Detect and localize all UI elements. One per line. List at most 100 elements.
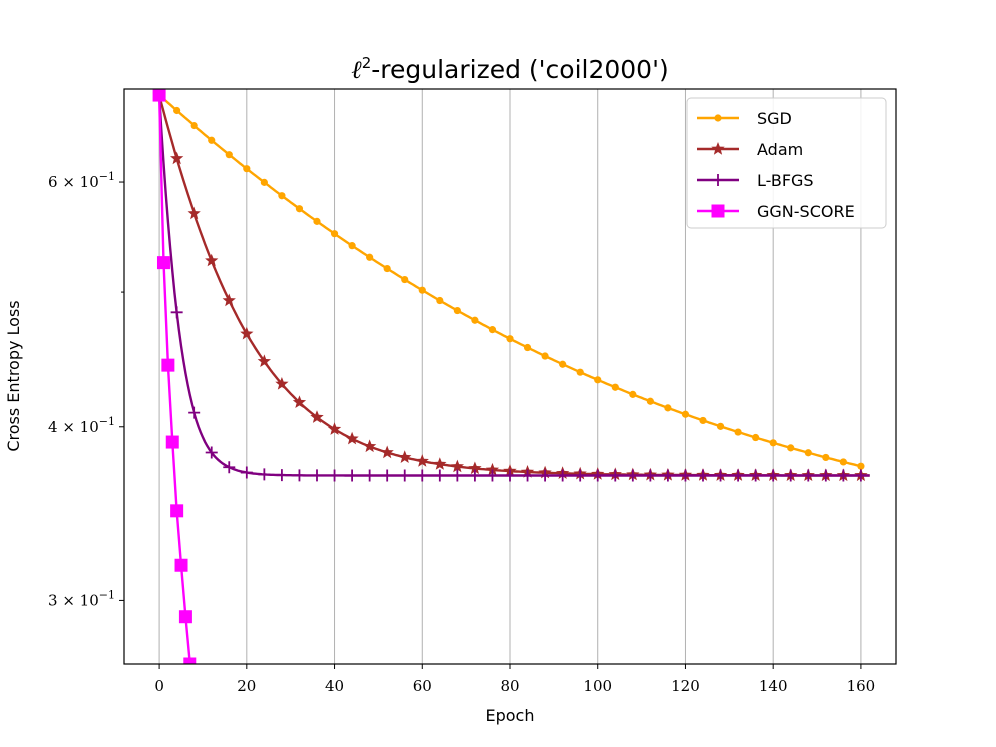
data-point — [383, 264, 391, 273]
data-point — [857, 462, 865, 470]
data-point — [260, 178, 268, 186]
data-point — [802, 469, 815, 482]
data-point — [784, 469, 797, 482]
data-point — [401, 275, 409, 284]
x-tick-label: 60 — [413, 677, 432, 695]
data-point — [451, 469, 464, 482]
legend-label: SGD — [757, 109, 792, 128]
x-tick-label: 80 — [500, 677, 519, 695]
data-point — [293, 469, 306, 482]
data-point — [646, 397, 654, 405]
data-point — [366, 253, 374, 261]
legend-label: GGN-SCORE — [757, 202, 855, 221]
data-point — [174, 558, 188, 572]
data-point — [591, 469, 604, 482]
data-point — [769, 439, 777, 447]
data-point — [243, 165, 251, 173]
data-point — [170, 306, 183, 319]
data-point — [258, 468, 271, 481]
legend-label: L-BFGS — [757, 171, 814, 190]
data-point — [433, 457, 447, 470]
data-point — [223, 461, 236, 474]
data-point — [380, 445, 394, 459]
data-point — [240, 326, 254, 340]
data-point — [418, 286, 426, 294]
data-point — [486, 469, 499, 482]
data-point — [278, 192, 286, 200]
y-tick-label: 4 × 10−1 — [48, 415, 115, 436]
legend-box — [686, 97, 887, 229]
data-point — [556, 469, 569, 482]
data-point — [822, 453, 830, 462]
data-point — [398, 469, 411, 482]
data-point — [363, 439, 377, 453]
data-point — [222, 293, 236, 307]
data-point — [559, 360, 567, 368]
data-point — [170, 151, 184, 165]
data-point — [161, 358, 175, 372]
data-point — [328, 469, 341, 482]
data-point — [313, 217, 321, 225]
data-point — [471, 316, 479, 324]
data-point — [453, 306, 461, 315]
title-ell: ℓ — [351, 55, 362, 84]
data-point — [295, 205, 304, 213]
series-group — [152, 89, 870, 664]
data-point — [541, 352, 549, 360]
data-point — [398, 450, 412, 463]
data-point — [837, 469, 850, 482]
data-point — [697, 469, 709, 482]
data-point — [506, 335, 514, 343]
data-point — [539, 469, 552, 482]
data-point — [275, 377, 289, 390]
data-point — [626, 469, 639, 482]
chart-title: ℓ2-regularized ('coil2000') — [351, 54, 668, 84]
data-point — [310, 410, 324, 423]
legend-item: L-BFGS — [697, 171, 814, 190]
legend-item: Adam — [697, 140, 803, 159]
data-point — [152, 89, 166, 102]
x-axis: 0 20 40 60 80 100 120 140 160 — [154, 664, 875, 695]
x-tick-label: 100 — [583, 677, 612, 695]
data-point — [205, 446, 218, 459]
title-rest: -regularized ('coil2000') — [371, 55, 668, 84]
data-point — [416, 469, 429, 482]
data-point — [330, 230, 339, 238]
x-tick-label: 20 — [237, 677, 256, 695]
data-point — [767, 469, 780, 482]
y-axis: 6 × 10−1 4 × 10−1 3 × 10−1 — [48, 170, 124, 609]
data-point — [187, 206, 201, 220]
data-point — [257, 354, 271, 367]
data-point — [804, 449, 812, 457]
data-point — [644, 469, 657, 482]
data-point — [576, 368, 584, 376]
data-point — [348, 242, 356, 250]
data-point — [275, 469, 288, 482]
data-point — [609, 469, 622, 482]
legend-item: SGD — [697, 109, 792, 128]
x-tick-label: 140 — [759, 677, 788, 695]
data-point — [173, 106, 181, 115]
data-point — [381, 469, 394, 482]
data-point — [450, 459, 464, 473]
data-point — [681, 410, 690, 418]
data-point — [749, 469, 762, 482]
data-point — [716, 422, 725, 430]
x-tick-label: 120 — [671, 677, 700, 695]
data-point — [188, 406, 201, 419]
series-l-bfgs — [153, 89, 870, 482]
data-point — [752, 433, 760, 442]
data-point — [208, 136, 216, 144]
series-line — [157, 95, 191, 664]
data-point — [664, 404, 672, 412]
data-point — [699, 416, 707, 425]
y-tick-label: 3 × 10−1 — [48, 588, 115, 609]
data-point — [415, 454, 429, 467]
series-ggn-score — [152, 89, 197, 664]
legend-label: Adam — [757, 140, 803, 159]
data-point — [225, 151, 233, 159]
x-axis-label: Epoch — [486, 706, 535, 725]
data-point — [711, 204, 725, 218]
data-point — [574, 469, 587, 482]
